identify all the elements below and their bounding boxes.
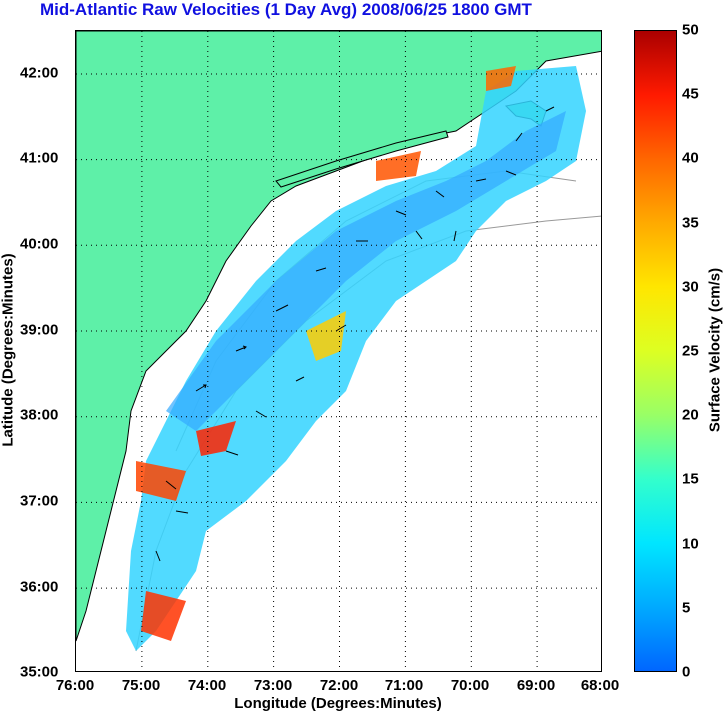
x-tick-label: 68:00 <box>580 677 620 694</box>
map-title: Mid-Atlantic Raw Velocities (1 Day Avg) … <box>40 0 532 19</box>
x-axis-title: Longitude (Degrees:Minutes) <box>234 695 442 712</box>
colorbar-tick-label: 15 <box>682 470 699 488</box>
x-tick-label: 71:00 <box>384 677 424 694</box>
velocity-field-fast <box>136 461 186 501</box>
x-tick-label: 76:00 <box>55 677 95 694</box>
map-svg <box>76 31 601 671</box>
grid-lines <box>76 31 601 671</box>
colorbar-tick-label: 30 <box>682 278 699 296</box>
colorbar-tick-label: 25 <box>682 342 699 360</box>
velocity-field-slow <box>166 111 566 431</box>
colorbar-tick-label: 5 <box>682 599 691 617</box>
y-axis-title: Latitude (Degrees:Minutes) <box>0 253 17 447</box>
colorbar-tick-label: 50 <box>682 21 699 39</box>
colorbar-tick-label: 10 <box>682 535 699 553</box>
y-tick-label: 38:00 <box>20 406 59 424</box>
y-tick-label: 35:00 <box>20 663 59 681</box>
map-plot-area <box>75 30 602 672</box>
y-tick-label: 39:00 <box>20 321 59 339</box>
y-tick-label: 40:00 <box>20 235 59 253</box>
colorbar-tick-label: 0 <box>682 663 691 681</box>
velocity-field <box>126 66 586 651</box>
colorbar-title: Surface Velocity (cm/s) <box>706 267 724 433</box>
y-tick-label: 42:00 <box>20 64 59 82</box>
long-island <box>275 130 449 188</box>
x-tick-label: 70:00 <box>450 677 490 694</box>
colorbar-tick-label: 20 <box>682 406 699 424</box>
colorbar <box>634 30 677 672</box>
colorbar-tick-label: 35 <box>682 214 699 232</box>
velocity-field-fast <box>376 151 421 181</box>
y-tick-label: 37:00 <box>20 492 59 510</box>
x-tick-label: 69:00 <box>516 677 556 694</box>
velocity-arrows <box>155 106 555 562</box>
velocity-field-fast <box>196 421 236 456</box>
colorbar-tick-label: 40 <box>682 149 699 167</box>
x-tick-label: 75:00 <box>121 677 161 694</box>
velocity-field-fast <box>486 66 516 91</box>
x-tick-label: 73:00 <box>253 677 293 694</box>
y-tick-label: 36:00 <box>20 578 59 596</box>
x-tick-label: 74:00 <box>187 677 227 694</box>
velocity-field-fast <box>141 591 186 641</box>
y-tick-label: 41:00 <box>20 149 59 167</box>
colorbar-tick-label: 45 <box>682 85 699 103</box>
velocity-field-fast <box>306 311 346 361</box>
x-tick-label: 72:00 <box>319 677 359 694</box>
